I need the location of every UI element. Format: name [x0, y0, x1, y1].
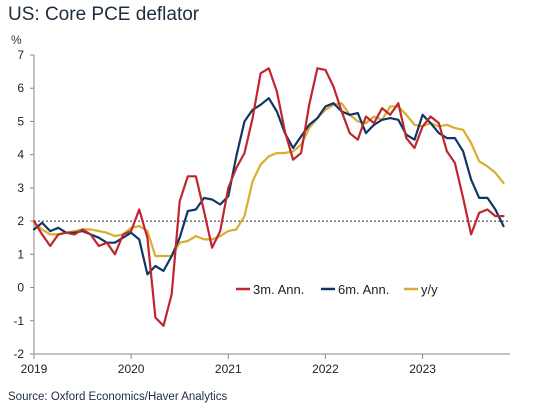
legend-label-y-y: y/y — [421, 282, 438, 297]
y-tick-label: 6 — [17, 81, 24, 95]
source-note: Source: Oxford Economics/Haver Analytics — [8, 391, 228, 403]
y-tick-label: 2 — [17, 214, 24, 228]
chart-title: US: Core PCE deflator — [8, 4, 200, 25]
y-tick-label: 7 — [17, 48, 24, 62]
x-tick-label: 2023 — [409, 362, 436, 376]
x-tick-label: 2020 — [118, 362, 145, 376]
series-line-3m-ann — [32, 67, 505, 327]
legend-label-3m-ann: 3m. Ann. — [253, 282, 304, 297]
y-tick-label: 0 — [17, 281, 24, 295]
series-line-6m-ann — [32, 97, 505, 276]
y-tick-label: 4 — [17, 148, 24, 162]
y-tick-label: 5 — [17, 114, 24, 128]
y-tick-label: 1 — [17, 247, 24, 261]
x-tick-label: 2021 — [215, 362, 242, 376]
y-tick-label: 3 — [17, 181, 24, 195]
series-line-y-y — [32, 102, 505, 258]
x-tick-label: 2019 — [21, 362, 48, 376]
y-tick-label: -2 — [13, 347, 24, 361]
y-tick-label: -1 — [13, 314, 24, 328]
y-axis-unit: % — [11, 33, 22, 47]
legend-label-6m-ann: 6m. Ann. — [338, 282, 389, 297]
x-tick-label: 2022 — [312, 362, 339, 376]
